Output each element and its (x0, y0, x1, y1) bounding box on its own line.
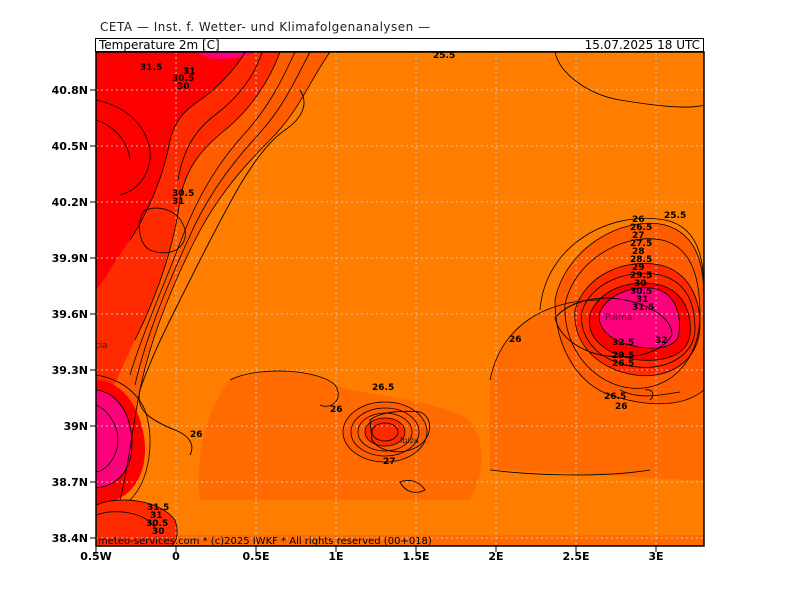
contour-label: 28 (632, 247, 645, 257)
lon-label: 1E (328, 550, 344, 563)
contour-label: 26.5 (612, 359, 634, 369)
field-hottest-sw (96, 390, 133, 488)
contour-label: 27.5 (630, 239, 652, 249)
lat-label: 39.6N (51, 308, 88, 321)
lat-label: 40.5N (51, 140, 88, 153)
contour-label: 30 (177, 82, 190, 92)
lon-label: 0.5W (80, 550, 112, 563)
lat-label: 39.9N (51, 252, 88, 265)
contour-label: 26.5 (630, 223, 652, 233)
contour-label: 31 (172, 197, 185, 207)
lat-label: 38.7N (51, 476, 88, 489)
contour-label: 27 (383, 457, 396, 467)
field-mallorca-hottest (599, 287, 680, 349)
copyright-footer: meteo-services.com * (c)2025 IWKF * All … (98, 536, 432, 547)
contour-label: 28.5 (630, 255, 652, 265)
place-valencia: Valencia (70, 341, 108, 351)
contour-label: 26 (330, 405, 343, 415)
grid-lines (96, 52, 704, 546)
contour-label: 25.5 (433, 51, 455, 61)
field-hot-top (195, 52, 255, 59)
contour-label: 26.5 (372, 383, 394, 393)
tick-marks (90, 89, 657, 552)
valid-time-label: 15.07.2025 18 UTC (584, 38, 700, 52)
lat-label: 40.8N (51, 84, 88, 97)
lon-label: 2E (488, 550, 504, 563)
field-cool-channel (198, 370, 482, 500)
contour-label: 29.5 (630, 271, 652, 281)
contour-label: 31 (636, 295, 649, 305)
contour-label: 31 (150, 511, 163, 521)
lon-label: 0.5E (242, 550, 270, 563)
map-frame (95, 51, 705, 547)
contours-mallorca (489, 52, 704, 476)
contour-label: 29 (632, 263, 645, 273)
contours-ibiza (229, 370, 428, 463)
contour-label: 26 (190, 430, 203, 440)
field-hotter-nw (96, 52, 245, 290)
lat-label: 39N (63, 420, 88, 433)
contours-nw (96, 52, 331, 546)
lon-label: 3E (648, 550, 664, 563)
contour-label: 30.5 (630, 287, 652, 297)
source-header: CETA — Inst. f. Wetter- und Klimafolgena… (100, 20, 431, 34)
contour-label: 26.5 (604, 392, 626, 402)
lat-label: 38.4N (51, 532, 88, 545)
lat-label: 39.3N (51, 364, 88, 377)
contour-label: 31.5 (147, 503, 169, 513)
coastlines (138, 89, 673, 493)
place-palma: Palma (605, 313, 632, 323)
contour-labels: 31.5 31 30.5 30 30.5 31 26 26.5 27 27.5 … (140, 51, 686, 537)
contour-label: 31 (183, 67, 196, 77)
place-ibiza: Ibiza (400, 436, 419, 445)
contour-label: 30 (152, 527, 165, 537)
contour-label: 30 (634, 279, 647, 289)
contour-label: 32 (655, 336, 668, 346)
contour-label: 27 (632, 231, 645, 241)
contour-label: 30.5 (172, 74, 194, 84)
field-ibiza-hot (365, 418, 405, 446)
contour-label: 31.5 (632, 303, 654, 313)
contour-label: 26 (615, 402, 628, 412)
lat-label: 40.2N (51, 196, 88, 209)
contour-label: 31.5 (140, 63, 162, 73)
contour-label: 26 (509, 335, 522, 345)
contour-label: 30.5 (172, 189, 194, 199)
lon-label: 0 (172, 550, 180, 563)
contour-label: 30.5 (146, 519, 168, 529)
contour-label: 32.5 (612, 338, 634, 348)
variable-label: Temperature 2m [C] (99, 38, 220, 52)
lon-label: 1.5E (402, 550, 430, 563)
contour-label: 26 (632, 215, 645, 225)
lon-label: 2.5E (562, 550, 590, 563)
contour-label: 25.5 (664, 211, 686, 221)
contour-label: 29.5 (612, 351, 634, 361)
